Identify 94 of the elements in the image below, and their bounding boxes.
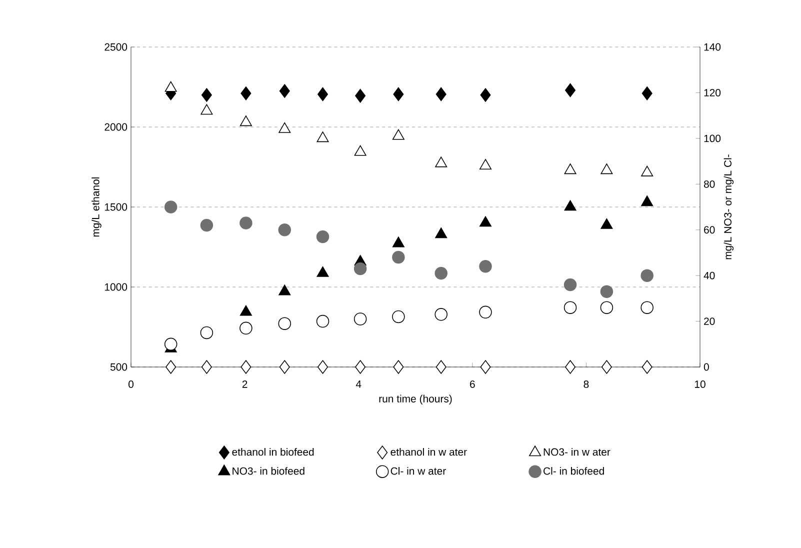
point [479, 260, 492, 273]
point [316, 230, 330, 244]
point [479, 216, 492, 227]
point [600, 285, 614, 298]
legend-label: ethanol in w ater [390, 448, 467, 456]
point [279, 360, 290, 374]
point [278, 317, 292, 330]
point [200, 104, 213, 115]
point [355, 88, 366, 103]
x-tick-label: 8 [584, 380, 589, 388]
point [240, 216, 252, 230]
point [434, 308, 448, 321]
y2-tick-label: 80 [704, 180, 715, 188]
point [240, 116, 252, 126]
y2-tick-label: 140 [704, 43, 721, 51]
point [642, 86, 652, 100]
point [240, 86, 252, 100]
point [480, 88, 491, 102]
y2-tick-label: 120 [704, 89, 721, 96]
legend-label: NO3- in w ater [544, 448, 610, 456]
y-tick-label: 500 [110, 363, 128, 371]
x-tick-label: 10 [694, 380, 706, 388]
y2-tick-label: 60 [704, 226, 715, 234]
point [392, 236, 404, 248]
point [435, 228, 448, 238]
y2-tick-label: 40 [704, 272, 715, 280]
y-tick-label: 2000 [104, 123, 128, 131]
legend-label: ethanol in biofeed [232, 448, 314, 456]
point [640, 301, 654, 314]
point [164, 81, 177, 92]
point [316, 314, 330, 328]
y2-tick-label: 0 [704, 363, 709, 371]
point [640, 269, 654, 282]
point [201, 360, 212, 374]
point [642, 360, 652, 374]
legend-label: Cl- in biofeed [544, 467, 604, 475]
y2-axis-title: mg/L NO3- or mg/L Cl- [724, 154, 734, 260]
point [355, 360, 366, 374]
y-tick-label: 1500 [105, 203, 128, 211]
point [480, 360, 491, 374]
point [240, 322, 252, 335]
y2-tick-label: 100 [704, 134, 721, 142]
point [565, 360, 576, 374]
point [392, 250, 405, 264]
y-tick-label: 2500 [104, 43, 128, 51]
point [479, 306, 492, 319]
point [600, 218, 613, 229]
point [164, 338, 178, 351]
point [318, 360, 328, 374]
point [354, 312, 367, 326]
point [200, 218, 214, 232]
point [392, 129, 404, 140]
point [564, 164, 576, 174]
legend-label: NO3- in biofeed [232, 467, 304, 475]
point [354, 262, 367, 276]
point [164, 200, 178, 214]
point [200, 326, 214, 340]
y2-tick-label: 20 [704, 318, 715, 325]
x-tick-label: 4 [356, 380, 362, 388]
point [565, 83, 576, 98]
point [564, 278, 577, 292]
point [166, 360, 176, 374]
point [436, 360, 446, 374]
point [393, 360, 404, 374]
point [435, 156, 448, 168]
point [316, 132, 329, 142]
point [641, 166, 654, 176]
point [601, 360, 612, 374]
point [201, 88, 212, 102]
point [316, 266, 329, 277]
point [392, 310, 405, 324]
point [279, 84, 290, 98]
point [600, 301, 614, 314]
point [278, 223, 292, 236]
point [278, 122, 291, 133]
point [240, 360, 252, 374]
x-axis-title: run time (hours) [379, 394, 452, 405]
point [600, 164, 613, 174]
x-tick-label: 0 [128, 380, 134, 388]
point [434, 266, 448, 280]
y-axis-title: mg/L ethanol [92, 177, 102, 237]
point [479, 158, 492, 170]
point [278, 284, 291, 296]
x-tick-label: 6 [470, 380, 475, 388]
point [564, 200, 576, 211]
point [318, 87, 328, 102]
point [641, 196, 654, 206]
point [393, 87, 404, 102]
y-tick-label: 1000 [105, 283, 128, 291]
legend-label: Cl- in w ater [390, 467, 446, 475]
point [354, 145, 366, 156]
point [436, 87, 446, 102]
x-tick-label: 2 [242, 380, 248, 388]
point [564, 301, 577, 314]
